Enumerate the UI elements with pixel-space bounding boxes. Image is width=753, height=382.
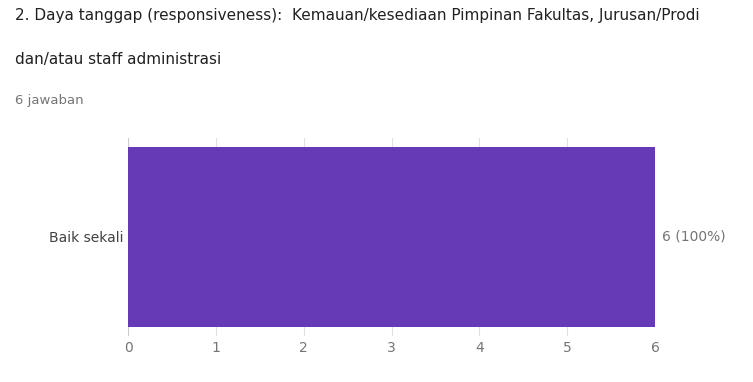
Text: 6 (100%): 6 (100%) (662, 230, 726, 244)
Text: 2. Daya tanggap (responsiveness):  Kemauan/kesediaan Pimpinan Fakultas, Jurusan/: 2. Daya tanggap (responsiveness): Kemaua… (15, 8, 700, 23)
Text: 6 jawaban: 6 jawaban (15, 94, 84, 107)
Text: dan/atau staff administrasi: dan/atau staff administrasi (15, 52, 221, 66)
